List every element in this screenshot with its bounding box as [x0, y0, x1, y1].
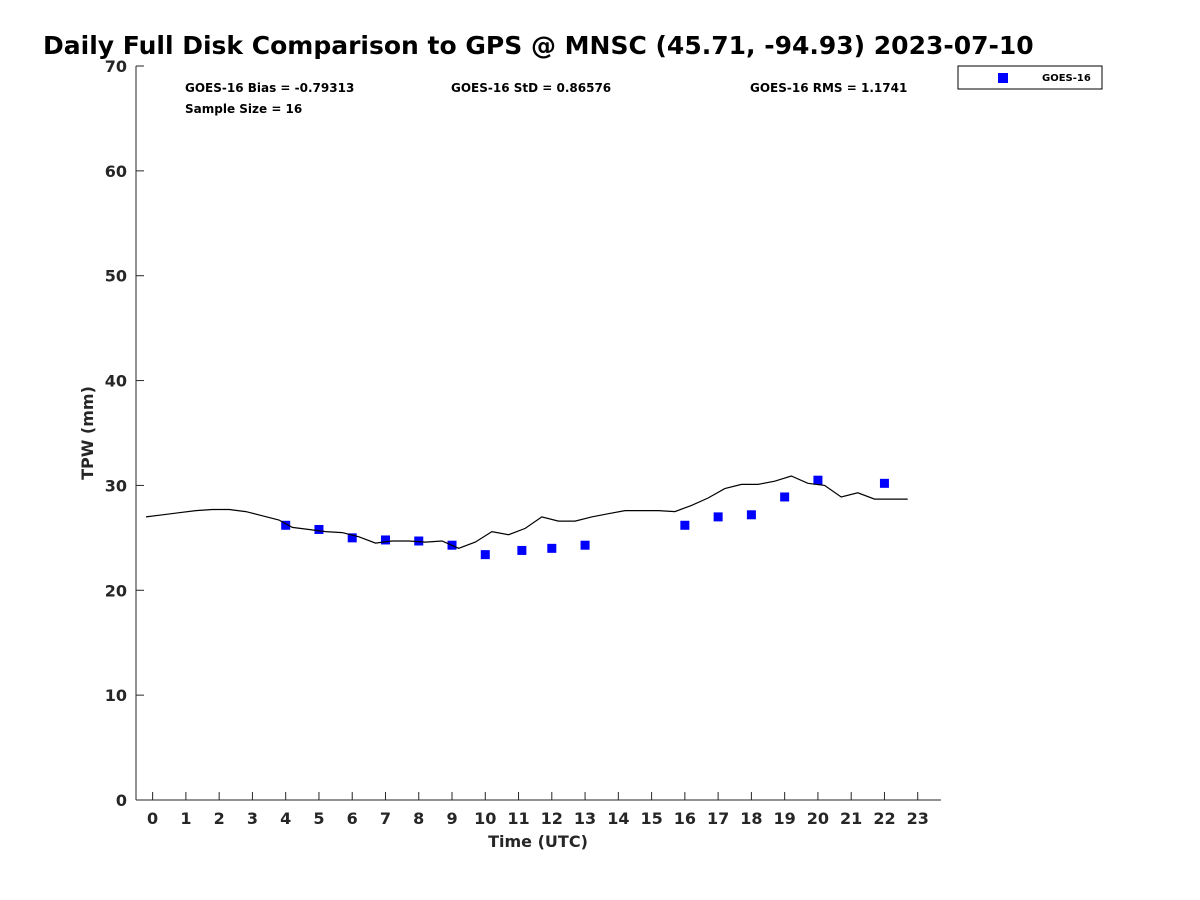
x-tick-label: 13 — [574, 809, 596, 828]
y-tick-label: 50 — [105, 267, 127, 286]
axes — [135, 65, 941, 801]
chart-title: Daily Full Disk Comparison to GPS @ MNSC… — [43, 31, 1034, 60]
x-axis-label: Time (UTC) — [488, 832, 588, 851]
x-tick-label: 1 — [180, 809, 191, 828]
x-tick-label: 3 — [247, 809, 258, 828]
goes16-point — [380, 535, 390, 545]
goes16-point — [813, 475, 823, 485]
x-tick-label: 9 — [446, 809, 457, 828]
y-tick-label: 20 — [105, 581, 127, 600]
x-tick-label: 19 — [774, 809, 796, 828]
goes16-point — [680, 520, 690, 530]
rms-stat: GOES-16 RMS = 1.1741 — [750, 81, 907, 95]
y-tick-label: 60 — [105, 162, 127, 181]
legend: GOES-16 — [957, 65, 1103, 90]
y-tick-label: 70 — [105, 57, 127, 76]
goes16-point — [480, 550, 490, 560]
goes16-point — [414, 536, 424, 546]
goes16-point — [780, 492, 790, 502]
goes16-point — [517, 545, 527, 555]
x-tick-label: 22 — [873, 809, 895, 828]
x-tick-label: 11 — [507, 809, 529, 828]
goes16-point — [281, 520, 291, 530]
legend-marker — [998, 73, 1008, 83]
x-tick-label: 17 — [707, 809, 729, 828]
y-tick-label: 0 — [116, 791, 127, 810]
x-tick-label: 15 — [640, 809, 662, 828]
y-tick-label: 40 — [105, 372, 127, 391]
std-stat: GOES-16 StD = 0.86576 — [451, 81, 611, 95]
y-tick-label: 30 — [105, 476, 127, 495]
x-tick-label: 2 — [214, 809, 225, 828]
goes16-point — [713, 512, 723, 522]
x-tick-label: 6 — [347, 809, 358, 828]
sample-size-stat: Sample Size = 16 — [185, 102, 302, 116]
gps-tpw-line — [145, 475, 908, 549]
goes16-point — [746, 510, 756, 520]
x-tick-label: 14 — [607, 809, 629, 828]
bias-stat: GOES-16 Bias = -0.79313 — [185, 81, 354, 95]
goes16-point — [879, 478, 889, 488]
y-tick-label: 10 — [105, 686, 127, 705]
x-tick-label: 10 — [474, 809, 496, 828]
x-tick-label: 23 — [907, 809, 929, 828]
goes16-point — [580, 540, 590, 550]
goes16-point — [347, 533, 357, 543]
y-axis-label: TPW (mm) — [78, 386, 97, 480]
legend-box — [957, 65, 1103, 90]
x-tick-label: 21 — [840, 809, 862, 828]
tick-labels: 0 1 2 3 4 5 6 7 8 9 10 11 12 13 14 15 16 17 18 19 20 21 22 2301… — [105, 57, 929, 828]
x-tick-label: 4 — [280, 809, 291, 828]
goes16-point — [547, 543, 557, 553]
legend-label: GOES-16 — [1042, 73, 1091, 84]
x-tick-label: 18 — [740, 809, 762, 828]
x-tick-label: 20 — [807, 809, 829, 828]
goes16-point — [314, 524, 324, 534]
x-tick-label: 7 — [380, 809, 391, 828]
series-layer — [145, 475, 908, 560]
x-tick-label: 0 — [147, 809, 158, 828]
x-tick-label: 5 — [313, 809, 324, 828]
x-tick-label: 8 — [413, 809, 424, 828]
x-tick-label: 16 — [674, 809, 696, 828]
x-tick-label: 12 — [541, 809, 563, 828]
